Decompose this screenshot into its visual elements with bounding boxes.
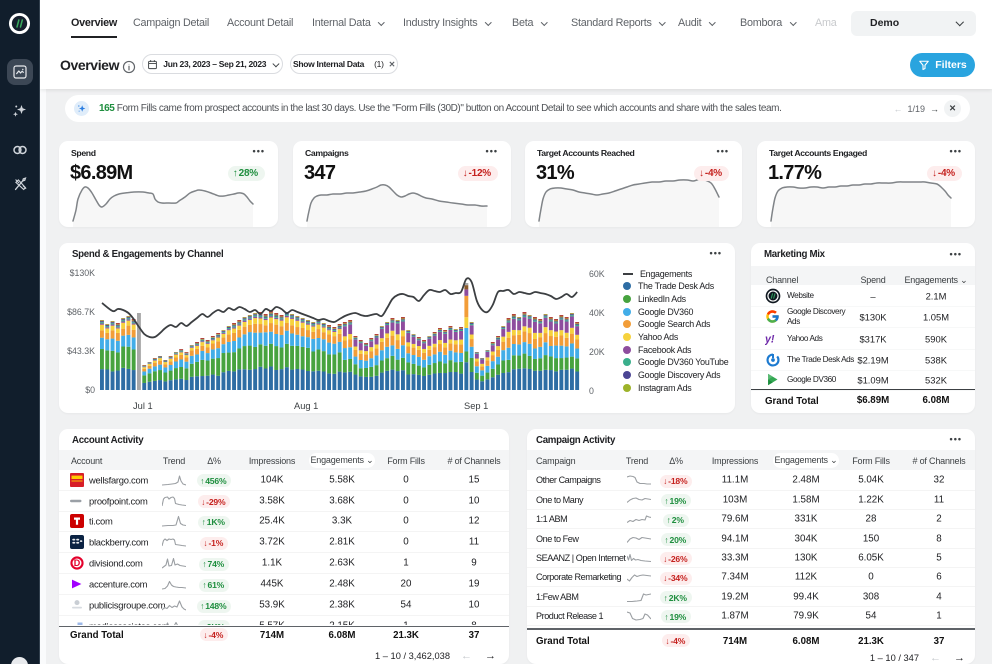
svg-text:y!: y! — [765, 334, 775, 346]
svg-text:D: D — [74, 558, 81, 568]
